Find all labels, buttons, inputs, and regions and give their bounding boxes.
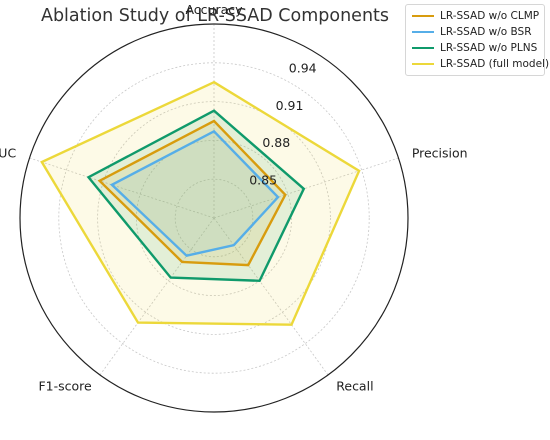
axis-label-auc: AUC [0, 146, 16, 161]
legend-label: LR-SSAD (full model) [440, 58, 550, 70]
grid-spoke-4 [29, 157, 215, 219]
chart-legend: LR-SSAD w/o CLMP LR-SSAD w/o BSR LR-SSAD w… [405, 4, 549, 76]
legend-item: LR-SSAD w/o PLNS [412, 40, 540, 56]
radar-series [40, 80, 361, 326]
legend-label: LR-SSAD w/o BSR [440, 26, 532, 38]
axis-label-accuracy: Accuracy [185, 2, 243, 17]
radial-tick-label: 0.88 [262, 135, 290, 150]
legend-swatch [412, 15, 434, 17]
series-line-0 [97, 119, 287, 267]
radar-labels: 0.85 0.88 0.91 0.94 Accuracy Precision Recall F… [0, 2, 468, 393]
grid-circle-3 [58, 62, 370, 374]
radar-outer-frame [19, 23, 409, 413]
series-fill-2 [88, 110, 304, 281]
radial-tick-label: 0.94 [289, 61, 317, 76]
grid-circle-0 [174, 178, 254, 258]
legend-swatch [412, 31, 434, 33]
radial-tick-label: 0.85 [249, 172, 277, 187]
legend-item: LR-SSAD (full model) [412, 56, 549, 72]
axis-label-f1-score: F1-score [38, 378, 92, 393]
radial-tick-label: 0.91 [276, 98, 304, 113]
grid-spoke-3 [99, 217, 215, 376]
series-line-2 [86, 109, 306, 283]
legend-swatch [412, 63, 434, 65]
axis-label-recall: Recall [336, 378, 373, 393]
series-fill-3 [41, 82, 360, 325]
legend-swatch [412, 47, 434, 49]
axis-label-precision: Precision [412, 146, 468, 161]
chart-title: Ablation Study of LR-SSAD Components [41, 6, 389, 26]
series-line-3 [40, 80, 361, 326]
series-line-1 [109, 129, 280, 258]
grid-spoke-1 [213, 157, 399, 219]
legend-item: LR-SSAD w/o CLMP [412, 8, 540, 24]
series-fill-1 [111, 131, 279, 256]
legend-item: LR-SSAD w/o BSR [412, 24, 540, 40]
legend-label: LR-SSAD w/o CLMP [440, 10, 540, 22]
legend-label: LR-SSAD w/o PLNS [440, 42, 538, 54]
